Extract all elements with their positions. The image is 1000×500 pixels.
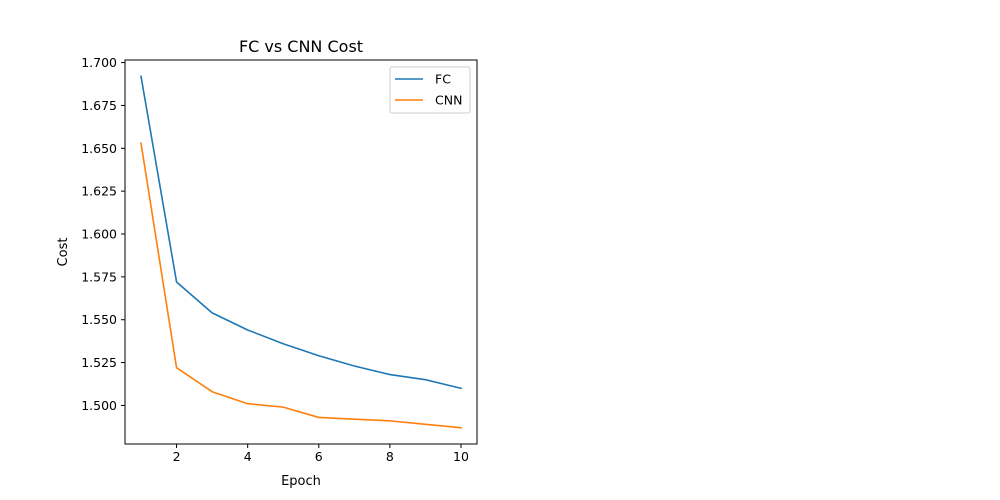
x-axis-label: Epoch [281,474,321,489]
y-tick-label: 1.550 [81,312,117,327]
series-line-fc [140,75,462,390]
legend: FC CNN [389,66,471,114]
x-tick-label: 6 [315,449,323,464]
y-tick-label: 1.700 [81,55,117,70]
y-tick-label: 1.575 [81,269,117,284]
y-axis: 1.500 1.525 1.550 1.575 1.600 1.625 1.650 1.675… [81,55,125,413]
y-tick-label: 1.600 [81,227,117,242]
plot-background [125,60,477,444]
series-line-cnn [140,142,462,429]
legend-label-fc: FC [435,72,451,87]
y-axis-label: Cost [56,238,71,267]
chart-title: FC vs CNN Cost [239,37,363,56]
x-axis: 2 4 6 8 10 [173,444,469,464]
y-tick-label: 1.525 [81,355,117,370]
x-tick-label: 2 [173,449,181,464]
plot-area [124,59,478,445]
y-tick-label: 1.625 [81,184,117,199]
y-tick-label: 1.500 [81,398,117,413]
x-tick-label: 8 [386,449,394,464]
y-tick-label: 1.675 [81,98,117,113]
x-tick-label: 10 [453,449,469,464]
x-tick-label: 4 [244,449,252,464]
legend-label-cnn: CNN [435,93,462,108]
plot-frame [124,59,478,445]
series-layer [140,75,462,429]
y-tick-label: 1.650 [81,141,117,156]
